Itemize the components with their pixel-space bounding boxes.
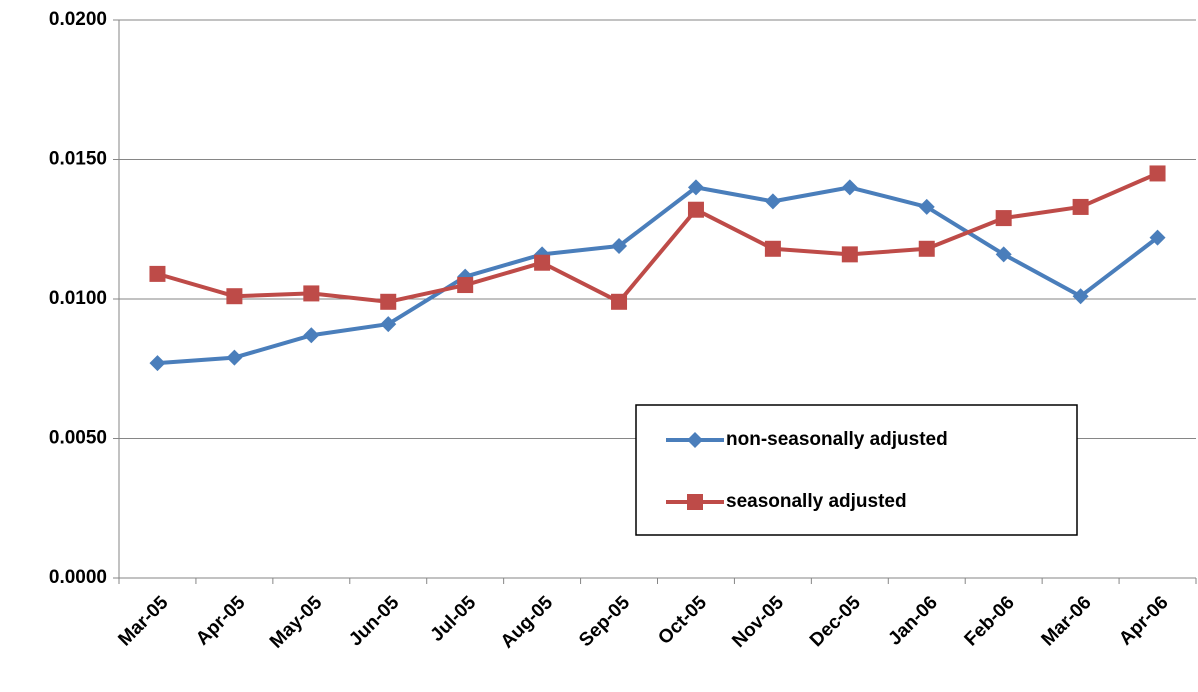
legend — [635, 404, 1078, 536]
x-tick-label: May-05 — [266, 592, 327, 653]
y-tick-label: 0.0050 — [49, 428, 107, 449]
data-point — [1072, 198, 1089, 215]
y-tick-label: 0.0000 — [49, 567, 107, 588]
y-tick-label: 0.0100 — [49, 288, 107, 309]
y-tick-label: 0.0200 — [49, 9, 107, 30]
x-tick-label: Feb-06 — [961, 592, 1019, 650]
series — [149, 165, 1166, 310]
x-tick-label: Nov-05 — [728, 592, 788, 652]
data-point — [918, 198, 935, 215]
data-point — [687, 179, 704, 196]
x-tick-label: Jan-06 — [884, 592, 941, 649]
x-tick-label: Aug-05 — [497, 592, 558, 653]
data-point — [149, 265, 166, 282]
data-point — [1149, 229, 1166, 246]
data-point — [611, 293, 628, 310]
data-point — [995, 246, 1012, 263]
legend-label: seasonally adjusted — [726, 491, 907, 512]
data-point — [149, 355, 166, 372]
data-point — [226, 288, 243, 305]
data-point — [687, 201, 704, 218]
x-tick-label: Apr-06 — [1115, 592, 1172, 649]
data-point — [303, 327, 320, 344]
series-line — [157, 185, 1159, 366]
data-point — [841, 179, 858, 196]
x-tick-label: Jul-05 — [427, 592, 481, 646]
x-tick-label: Sep-05 — [575, 592, 634, 651]
data-point — [380, 316, 397, 333]
legend-marker — [687, 494, 703, 510]
data-point — [764, 240, 781, 257]
y-tick-label: 0.0150 — [49, 149, 107, 170]
data-point — [1149, 165, 1166, 182]
data-point — [995, 210, 1012, 227]
data-point — [303, 285, 320, 302]
series — [149, 179, 1166, 372]
x-tick-label: Jun-05 — [345, 592, 403, 650]
data-point — [380, 293, 397, 310]
data-point — [764, 193, 781, 210]
data-point — [457, 277, 474, 294]
x-tick-label: Apr-05 — [192, 592, 250, 650]
legend-marker — [687, 432, 703, 448]
x-tick-label: Dec-05 — [806, 592, 865, 651]
data-point — [534, 254, 551, 271]
data-point — [226, 349, 243, 366]
series-line — [156, 171, 1159, 304]
data-point — [918, 240, 935, 257]
data-point — [841, 246, 858, 263]
data-point — [1072, 288, 1089, 305]
x-tick-label: Mar-05 — [114, 592, 172, 650]
x-tick-label: Mar-06 — [1038, 592, 1096, 650]
data-point — [611, 237, 628, 254]
x-tick-label: Oct-05 — [654, 592, 711, 649]
legend-label: non-seasonally adjusted — [726, 429, 948, 450]
